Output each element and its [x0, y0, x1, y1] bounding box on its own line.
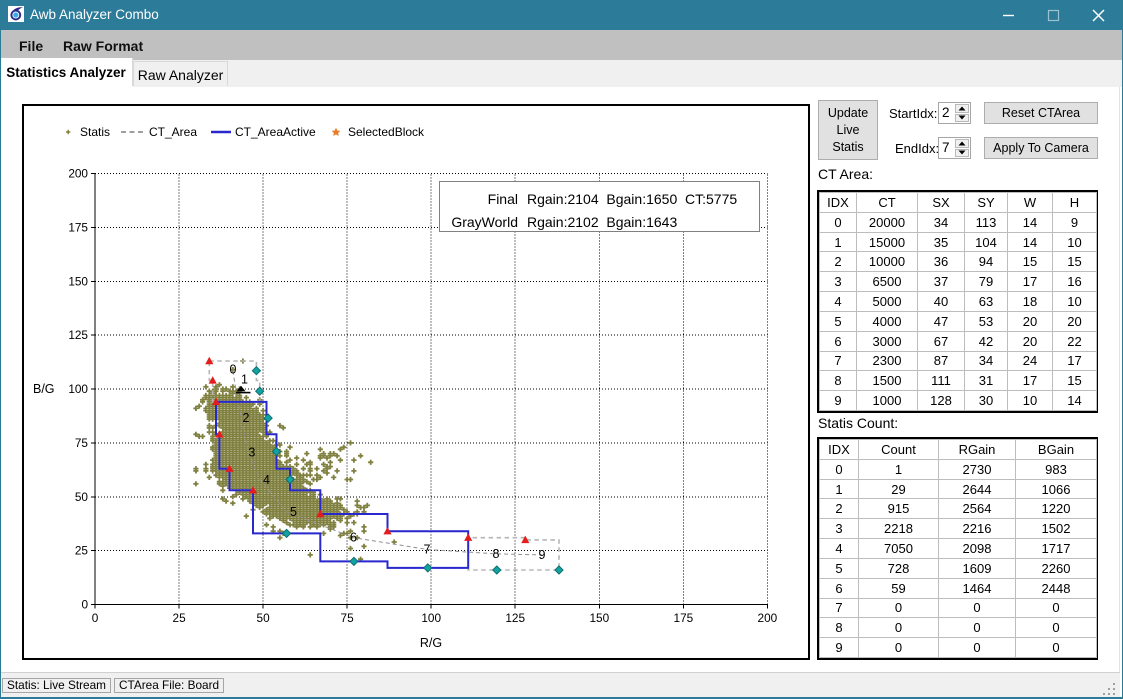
svg-text:100: 100	[68, 382, 88, 396]
svg-text:CT_Area: CT_Area	[149, 125, 197, 139]
svg-text:100: 100	[421, 611, 441, 625]
svg-text:1: 1	[241, 373, 248, 387]
svg-text:6: 6	[350, 531, 357, 545]
svg-text:SelectedBlock: SelectedBlock	[348, 125, 425, 139]
svg-text:Rgain:2104 Bgain:1650 CT:577: Rgain:2104 Bgain:1650 CT:5775	[527, 191, 737, 207]
svg-text:5: 5	[290, 505, 297, 519]
svg-text:200: 200	[758, 611, 778, 625]
svg-text:125: 125	[68, 328, 88, 342]
svg-text:Statis: Statis	[80, 125, 110, 139]
svg-text:GrayWorld: GrayWorld	[451, 214, 518, 230]
svg-text:50: 50	[257, 611, 271, 625]
svg-text:175: 175	[68, 220, 88, 234]
svg-text:175: 175	[674, 611, 694, 625]
svg-text:R/G: R/G	[420, 636, 442, 650]
svg-text:9: 9	[539, 548, 546, 562]
svg-text:3: 3	[248, 446, 255, 460]
svg-text:125: 125	[505, 611, 525, 625]
svg-text:200: 200	[68, 167, 88, 181]
svg-text:25: 25	[173, 611, 187, 625]
svg-text:50: 50	[75, 490, 89, 504]
svg-text:Rgain:2102 Bgain:1643: Rgain:2102 Bgain:1643	[527, 214, 677, 230]
svg-text:0: 0	[92, 611, 99, 625]
svg-text:75: 75	[75, 436, 89, 450]
svg-text:25: 25	[75, 544, 89, 558]
svg-text:4: 4	[263, 473, 270, 487]
svg-text:2: 2	[243, 411, 250, 425]
svg-text:75: 75	[341, 611, 355, 625]
svg-text:150: 150	[68, 274, 88, 288]
svg-text:7: 7	[424, 543, 431, 557]
svg-text:8: 8	[493, 547, 500, 561]
svg-text:Final: Final	[488, 191, 518, 207]
svg-text:150: 150	[589, 611, 609, 625]
svg-text:B/G: B/G	[33, 382, 55, 396]
svg-text:0: 0	[81, 598, 88, 612]
svg-text:0: 0	[230, 363, 237, 377]
svg-text:CT_AreaActive: CT_AreaActive	[235, 125, 316, 139]
